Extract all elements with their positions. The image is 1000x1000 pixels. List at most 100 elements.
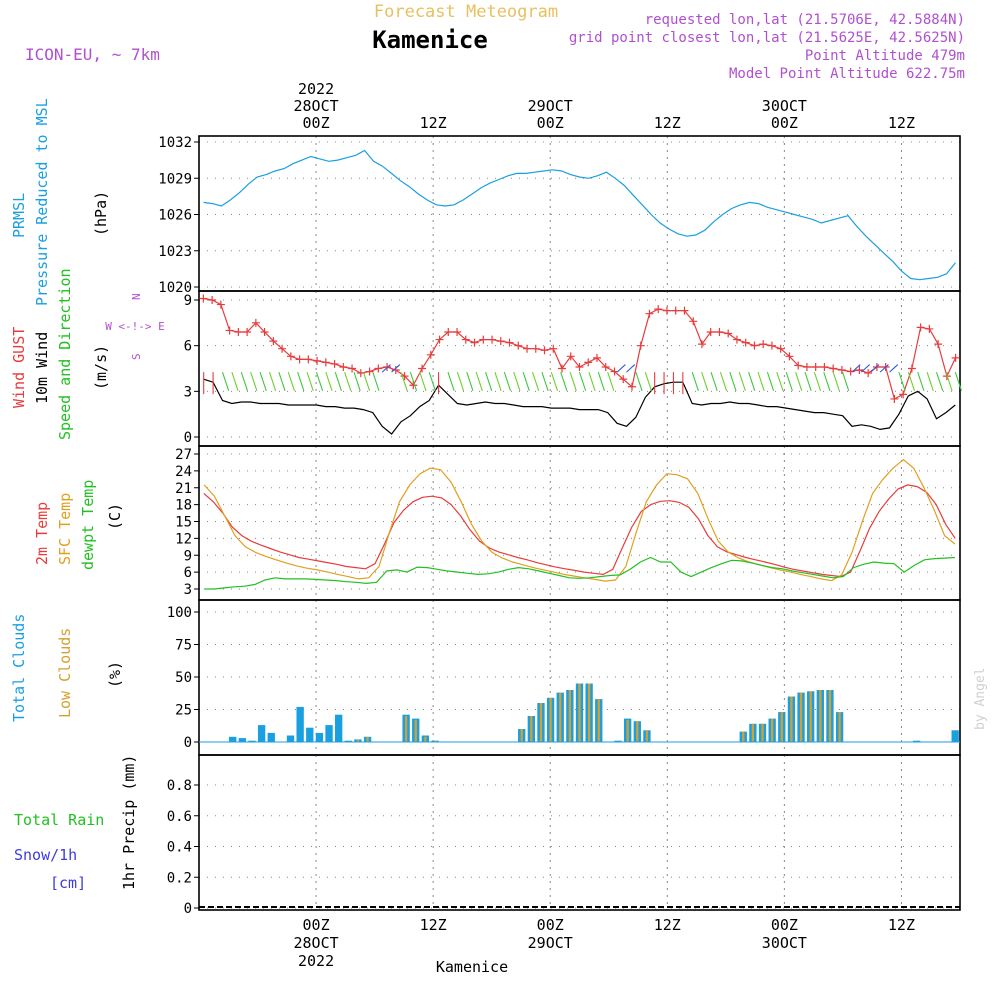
low-cloud-bar — [780, 712, 783, 742]
wind-direction-arrow — [503, 371, 512, 392]
wind-direction-arrow — [635, 371, 643, 392]
gust-marker — [348, 364, 357, 373]
wind-line — [203, 378, 956, 435]
precip-ytick-label: 0.2 — [167, 870, 192, 886]
wind-direction-arrow — [297, 371, 305, 392]
wind-direction-arrow — [917, 371, 925, 392]
wind-direction-arrow — [560, 371, 568, 392]
wind-direction-arrow — [926, 371, 934, 392]
precip-ytick-label: 0 — [184, 901, 192, 917]
time-label: 2022 — [298, 952, 334, 970]
pressure-ytick-label: 1026 — [158, 208, 192, 224]
total-clouds-label: Total Clouds — [10, 614, 28, 722]
low-cloud-bar — [433, 740, 437, 742]
low-cloud-bar — [530, 716, 533, 742]
wind-direction-arrow — [766, 371, 775, 392]
wind-direction-arrow — [578, 371, 587, 392]
gust-marker — [391, 366, 400, 375]
low-cloud-bar — [578, 683, 581, 742]
gust-marker — [925, 324, 934, 333]
gust-marker — [951, 353, 960, 362]
wind-direction-arrow — [447, 371, 455, 392]
wind-direction-arrow — [832, 371, 840, 392]
wind-direction-arrow — [475, 371, 483, 392]
gust-marker — [531, 344, 540, 353]
wind-direction-arrow — [550, 371, 559, 392]
wind-direction-arrow — [419, 371, 427, 392]
compass-south: S — [130, 353, 143, 360]
low-cloud-bar — [424, 736, 427, 742]
low-cloud-bar — [520, 729, 523, 742]
gust-marker — [732, 335, 741, 344]
gust-marker — [820, 362, 829, 371]
pressure-ytick-label: 1029 — [158, 171, 192, 187]
gust-marker — [304, 355, 313, 364]
gust-marker — [916, 323, 925, 332]
wind-direction-arrow — [597, 371, 606, 392]
wind-direction-arrow — [813, 371, 822, 392]
temp-2m-line — [203, 484, 956, 578]
clouds-unit: (%) — [106, 661, 124, 688]
gust-marker — [470, 338, 479, 347]
gust-marker — [627, 382, 636, 391]
gust-marker — [295, 355, 304, 364]
wind-10m-label: 10m Wind — [33, 332, 51, 404]
time-label: 29OCT — [528, 934, 573, 952]
temperature-ytick-label: 27 — [175, 447, 192, 463]
wind-panel: 0 3 6 9 — [184, 290, 963, 447]
total-cloud-bar — [286, 735, 295, 742]
wind-direction-arrow — [945, 371, 953, 392]
time-label: 12Z — [654, 114, 681, 132]
gust-marker — [444, 327, 453, 336]
gust-marker — [794, 361, 803, 370]
wind-direction-arrow — [381, 364, 391, 373]
gust-marker — [750, 341, 759, 350]
wind-direction-arrow — [889, 364, 899, 373]
time-label: 00Z — [771, 916, 798, 934]
snow-label: Snow/1h — [14, 846, 77, 864]
temp-dewpt-line — [204, 556, 955, 590]
time-label: 30OCT — [762, 97, 807, 115]
wind-direction-arrow — [259, 371, 267, 392]
time-label: 30OCT — [762, 934, 807, 952]
gust-marker — [216, 300, 225, 309]
gust-marker — [260, 327, 269, 336]
wind-direction-arrow — [428, 371, 436, 392]
time-label: 00Z — [303, 916, 330, 934]
low-cloud-bar — [828, 690, 832, 742]
wind-direction-arrow — [776, 371, 784, 392]
gust-marker — [461, 335, 470, 344]
precip-panel: 0 0.2 0.4 0.6 0.8 — [167, 754, 961, 917]
time-label: 00Z — [537, 114, 564, 132]
total-cloud-bar — [912, 740, 921, 742]
pressure-label-prmsl: PRMSL — [10, 193, 28, 238]
wind-direction-arrow — [954, 371, 963, 392]
wind-direction-arrow — [409, 371, 418, 392]
wind-ytick-label: 3 — [184, 384, 192, 400]
precip-ytick-label: 0.6 — [167, 809, 192, 825]
temp-sfc-line — [203, 458, 956, 582]
low-cloud-bar — [356, 739, 360, 742]
total-cloud-bar — [296, 706, 304, 742]
wind-direction-arrow — [785, 371, 793, 392]
wind-direction-arrow — [372, 371, 380, 392]
wind-direction-arrow — [898, 371, 906, 392]
wind-direction-arrow — [644, 371, 652, 392]
time-label: 28OCT — [293, 934, 338, 952]
wind-direction-arrow — [522, 371, 530, 392]
time-label: 00Z — [303, 114, 330, 132]
gust-marker — [741, 338, 750, 347]
wind-unit: (m/s) — [92, 345, 110, 390]
pressure-label-name: Pressure Reduced to MSL — [33, 98, 51, 306]
pressure-unit: (hPa) — [92, 191, 110, 236]
compass-west-east: W <-!-> E — [105, 320, 165, 333]
gust-marker — [453, 327, 462, 336]
temperature-ytick-label: 15 — [175, 515, 192, 531]
wind-direction-arrow — [607, 371, 615, 392]
gust-marker — [767, 341, 776, 350]
gust-marker — [619, 375, 628, 384]
gust-marker — [802, 362, 811, 371]
wind-direction-arrow — [851, 364, 861, 373]
total-cloud-bar — [306, 727, 314, 742]
